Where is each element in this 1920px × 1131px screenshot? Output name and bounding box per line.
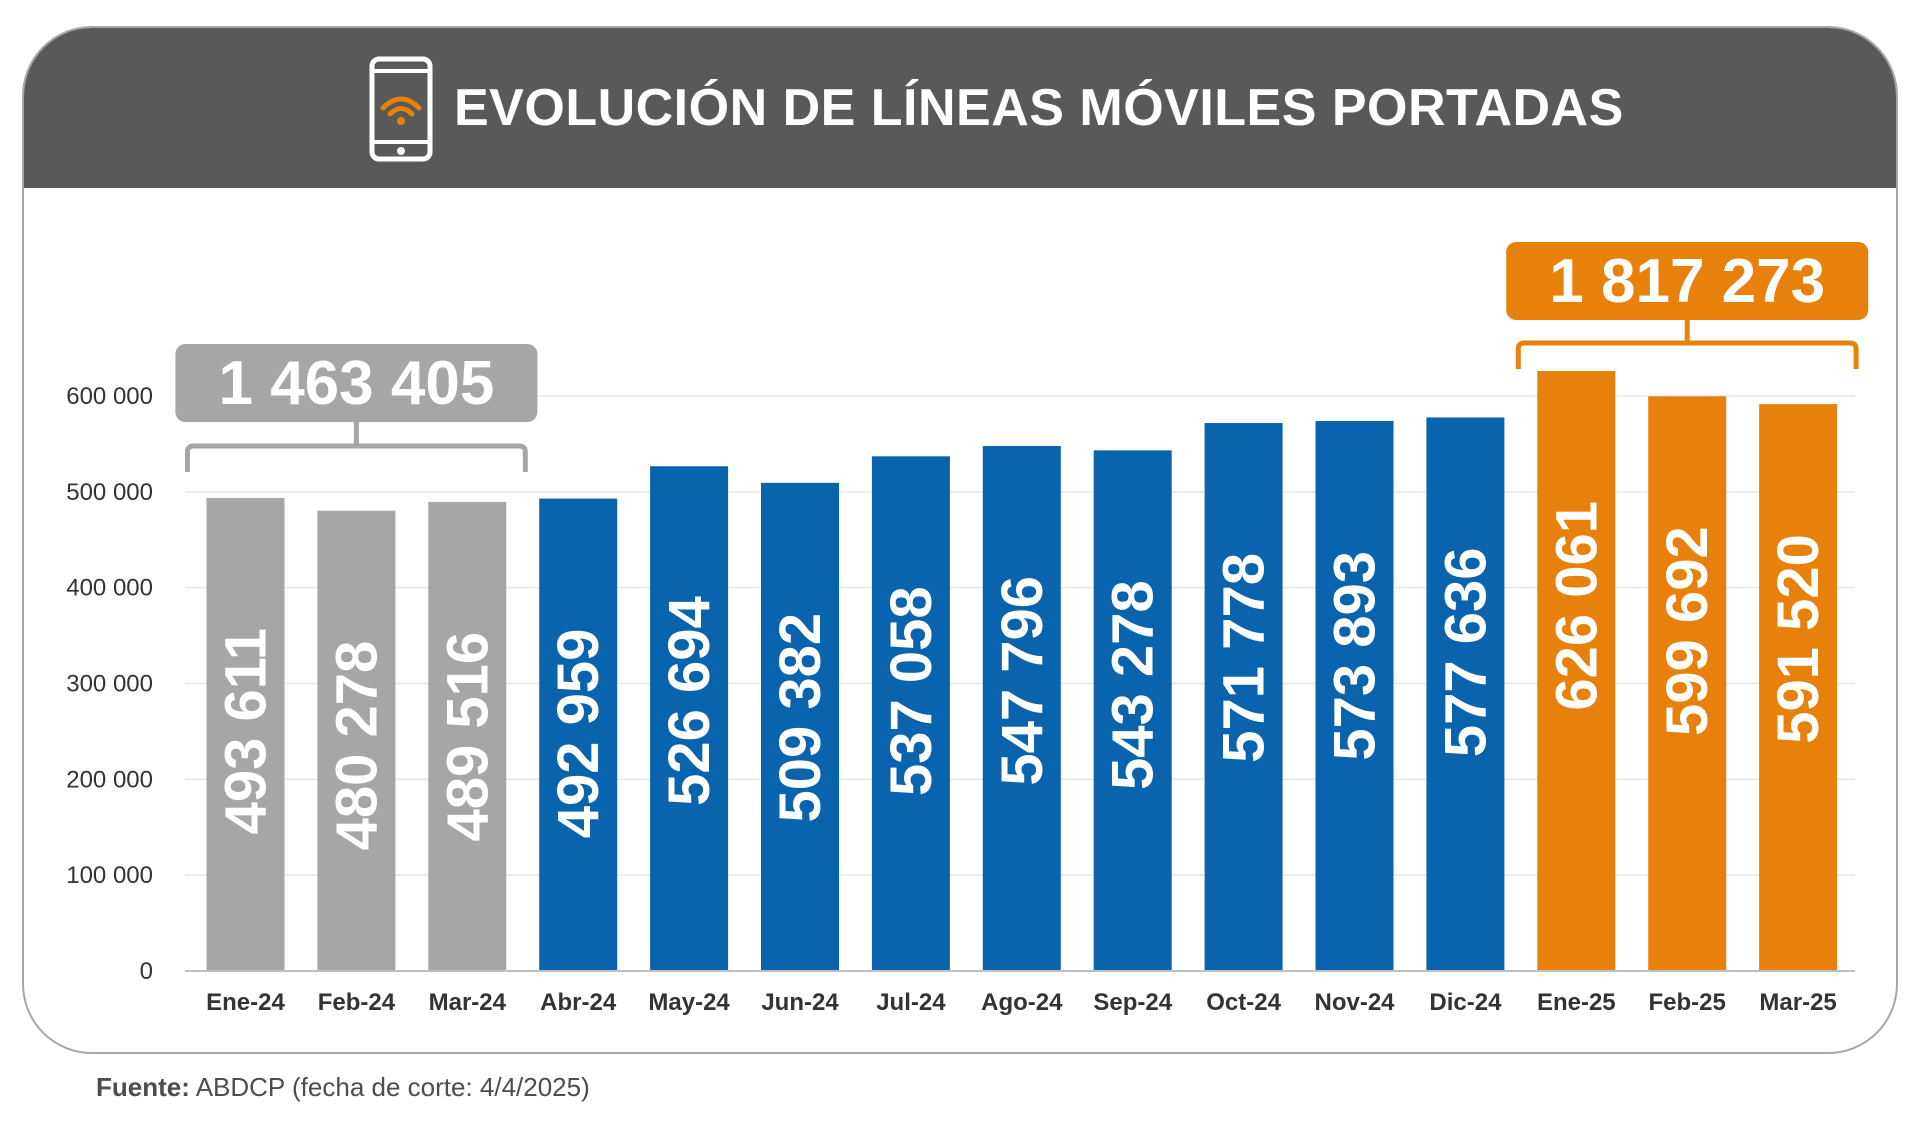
x-tick-label: Nov-24 xyxy=(1314,989,1395,1016)
y-tick-label: 100 000 xyxy=(66,862,153,889)
y-tick-label: 0 xyxy=(140,958,153,985)
x-tick-label: Jul-24 xyxy=(876,989,946,1016)
bar xyxy=(206,497,285,971)
bar xyxy=(982,446,1061,972)
y-tick-label: 300 000 xyxy=(66,671,153,698)
bar-value-label: 493 611 xyxy=(214,628,279,834)
x-tick-label: Oct-24 xyxy=(1206,989,1281,1016)
chart-header: EVOLUCIÓN DE LÍNEAS MÓVILES PORTADAS xyxy=(24,28,1896,188)
bar-value-label: 537 058 xyxy=(879,586,944,796)
bar-value-label: 526 694 xyxy=(657,596,722,806)
bar xyxy=(1648,396,1727,971)
x-tick-label: Sep-24 xyxy=(1093,989,1172,1016)
x-tick-label: Ago-24 xyxy=(981,989,1063,1016)
source-text: ABDCP (fecha de corte: 4/4/2025) xyxy=(195,1072,590,1102)
bar-value-label: 489 516 xyxy=(435,632,500,842)
bar-value-label: 543 278 xyxy=(1101,580,1166,790)
x-tick-label: Ene-24 xyxy=(206,989,285,1016)
x-tick-label: Mar-25 xyxy=(1759,989,1836,1016)
annotation-bracket xyxy=(185,443,528,472)
bar-value-label: 577 636 xyxy=(1433,547,1498,757)
x-tick-label: Feb-25 xyxy=(1649,989,1726,1016)
source-label: Fuente: xyxy=(96,1072,190,1102)
bar xyxy=(1426,417,1505,972)
bar-value-label: 480 278 xyxy=(324,641,389,851)
smartphone-wifi-icon xyxy=(369,56,433,162)
annotation-box xyxy=(175,344,538,422)
bar-value-label: 573 893 xyxy=(1323,551,1388,761)
x-tick-label: Feb-24 xyxy=(318,989,396,1016)
x-tick-label: Ene-25 xyxy=(1537,989,1616,1016)
annotation-box xyxy=(1506,242,1869,320)
bar xyxy=(1537,371,1616,971)
bar-value-label: 547 796 xyxy=(990,576,1055,786)
bar xyxy=(539,498,618,971)
bar-value-label: 571 778 xyxy=(1212,553,1277,763)
bar-value-label: 509 382 xyxy=(768,613,833,823)
x-tick-label: Jun-24 xyxy=(761,989,839,1016)
bar xyxy=(1204,423,1283,971)
y-tick-label: 600 000 xyxy=(66,383,153,410)
y-tick-label: 400 000 xyxy=(66,575,153,602)
bar-value-label: 626 061 xyxy=(1544,501,1609,711)
bar xyxy=(650,466,729,971)
y-tick-label: 200 000 xyxy=(66,766,153,793)
x-tick-label: Dic-24 xyxy=(1429,989,1502,1016)
bar xyxy=(1315,421,1394,972)
bar xyxy=(317,510,396,971)
annotation-total: 1 817 273 xyxy=(1549,247,1825,316)
chart-title: EVOLUCIÓN DE LÍNEAS MÓVILES PORTADAS xyxy=(454,79,1624,137)
annotation-total: 1 463 405 xyxy=(218,349,494,418)
annotation-bracket xyxy=(1515,340,1859,369)
bar xyxy=(761,482,839,971)
bar xyxy=(1759,404,1838,971)
bar-value-label: 591 520 xyxy=(1766,534,1831,744)
x-tick-label: Mar-24 xyxy=(429,989,507,1016)
bar-value-label: 599 692 xyxy=(1655,526,1720,736)
bar-value-label: 492 959 xyxy=(546,629,611,839)
x-tick-label: May-24 xyxy=(648,989,730,1016)
y-tick-label: 500 000 xyxy=(66,479,153,506)
x-tick-label: Abr-24 xyxy=(540,989,617,1016)
bar xyxy=(428,501,507,971)
bar xyxy=(1093,450,1172,971)
source-note: Fuente: ABDCP (fecha de corte: 4/4/2025) xyxy=(96,1072,590,1103)
bar xyxy=(871,456,950,971)
